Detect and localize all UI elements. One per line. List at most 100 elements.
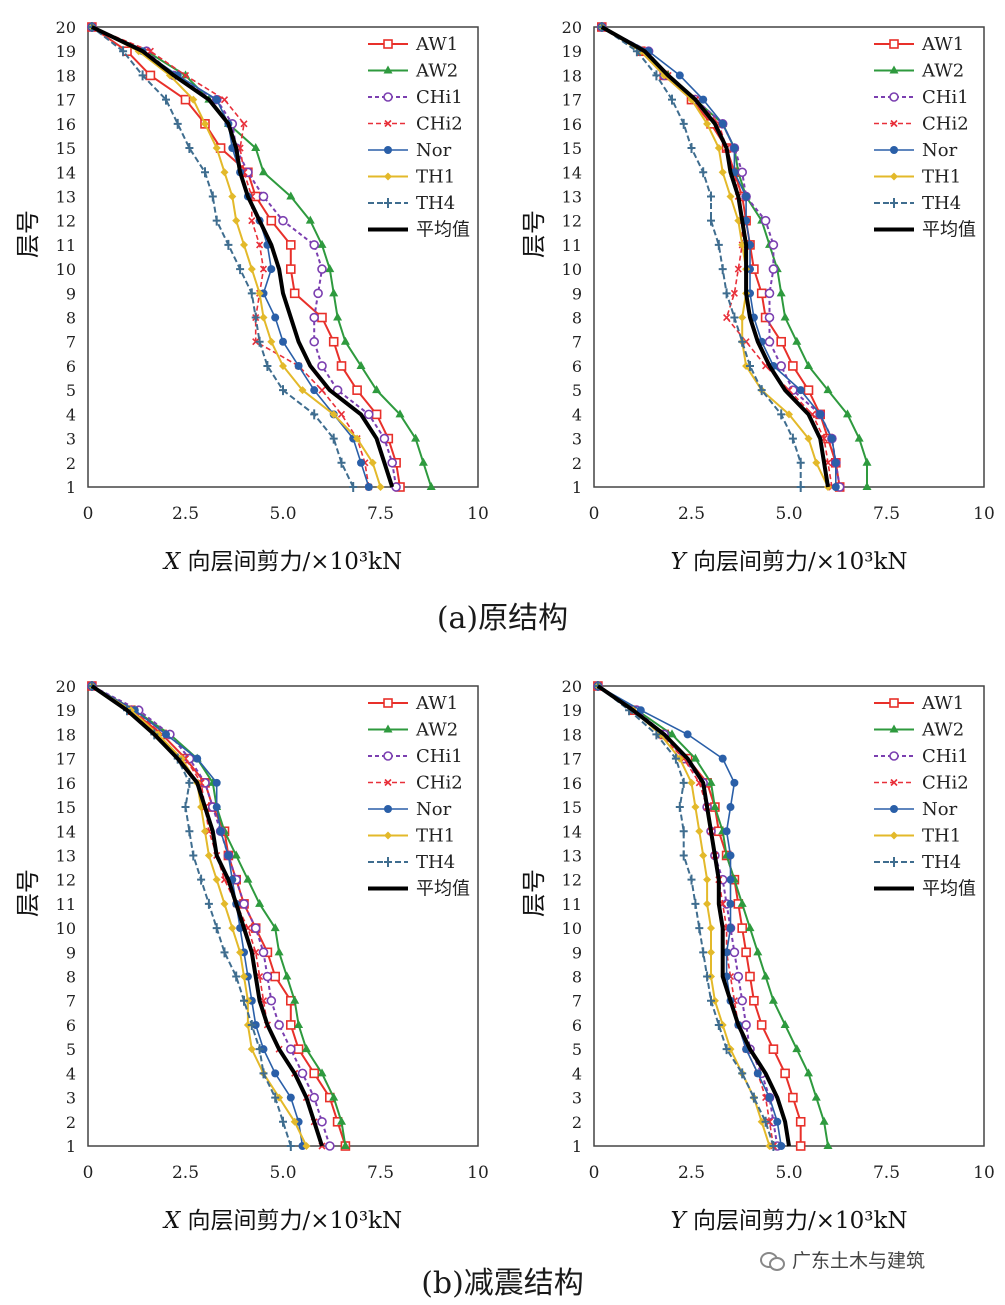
series-line bbox=[91, 685, 331, 1147]
legend-label: TH4 bbox=[416, 852, 455, 873]
data-point bbox=[212, 215, 221, 226]
data-point bbox=[796, 457, 805, 468]
data-point bbox=[204, 898, 213, 909]
y-tick-label: 13 bbox=[56, 846, 76, 865]
data-point bbox=[823, 385, 833, 394]
y-tick-label: 14 bbox=[56, 822, 76, 841]
data-point bbox=[247, 265, 256, 274]
legend-label: 平均值 bbox=[416, 220, 470, 241]
chart-b-x: 0 2.5 5.0 7.5 101234567891011121314151617181… bbox=[14, 677, 489, 1234]
data-point bbox=[240, 240, 248, 249]
data-point bbox=[675, 71, 684, 80]
legend-label: TH4 bbox=[416, 193, 455, 214]
data-point bbox=[862, 482, 872, 490]
series-TH4 bbox=[597, 22, 805, 492]
data-point bbox=[729, 947, 740, 958]
legend-marker bbox=[889, 65, 899, 74]
data-point bbox=[768, 995, 778, 1004]
data-point bbox=[162, 94, 170, 105]
x-tick-label: 0 bbox=[83, 1163, 94, 1183]
legend-label: CHi2 bbox=[416, 114, 463, 135]
x-axis-var: Y bbox=[670, 549, 688, 575]
data-point bbox=[368, 458, 377, 467]
y-tick-label: 2 bbox=[572, 1113, 582, 1132]
y-tick-label: 19 bbox=[562, 42, 582, 61]
series-Nor bbox=[87, 682, 307, 1150]
data-point bbox=[691, 803, 700, 812]
series-AW2 bbox=[593, 681, 833, 1149]
y-tick-label: 9 bbox=[572, 943, 582, 962]
data-point bbox=[695, 923, 704, 934]
data-point bbox=[738, 313, 747, 322]
data-point bbox=[193, 754, 202, 763]
data-point bbox=[652, 70, 661, 81]
data-point bbox=[788, 1092, 798, 1103]
x-tick-label: 7.5 bbox=[873, 504, 900, 524]
y-tick-label: 13 bbox=[56, 187, 76, 206]
data-point bbox=[734, 265, 742, 273]
y-tick-label: 8 bbox=[66, 309, 76, 328]
data-point bbox=[270, 971, 281, 982]
data-point bbox=[282, 971, 292, 980]
data-point bbox=[333, 312, 343, 321]
y-tick-label: 14 bbox=[56, 163, 76, 182]
data-point bbox=[309, 240, 320, 250]
data-point bbox=[718, 119, 727, 128]
data-point bbox=[255, 898, 265, 907]
x-tick-label: 7.5 bbox=[367, 504, 394, 524]
data-point bbox=[228, 192, 237, 201]
series-CHi2 bbox=[88, 682, 326, 1150]
data-point bbox=[777, 409, 786, 420]
series-Nor bbox=[87, 23, 373, 491]
x-tick-label: 0 bbox=[589, 504, 600, 524]
data-point bbox=[201, 827, 209, 836]
y-tick-label: 15 bbox=[562, 798, 582, 817]
series-line bbox=[91, 26, 355, 488]
legend-label: 平均值 bbox=[922, 220, 976, 241]
legend-label: TH1 bbox=[416, 826, 455, 847]
data-point bbox=[730, 312, 739, 323]
y-tick-label: 18 bbox=[56, 725, 76, 744]
data-point bbox=[699, 95, 708, 104]
data-point bbox=[746, 360, 754, 371]
legend-label: 平均值 bbox=[416, 879, 470, 900]
y-tick-label: 20 bbox=[562, 18, 582, 37]
y-tick-label: 5 bbox=[572, 381, 582, 400]
data-point bbox=[201, 167, 209, 178]
legend-marker bbox=[890, 172, 898, 181]
data-point bbox=[220, 168, 229, 177]
series-AW2 bbox=[597, 22, 872, 490]
data-point bbox=[749, 1092, 758, 1103]
series-line bbox=[597, 685, 775, 1147]
legend-marker bbox=[890, 119, 898, 128]
y-tick-label: 20 bbox=[56, 18, 76, 37]
y-tick-label: 7 bbox=[66, 333, 76, 352]
data-point bbox=[690, 753, 700, 762]
data-point bbox=[267, 337, 276, 346]
data-point bbox=[255, 1044, 264, 1055]
series-line bbox=[596, 684, 791, 1147]
y-tick-label: 8 bbox=[572, 968, 582, 987]
series-AW1 bbox=[87, 22, 405, 492]
legend-marker bbox=[384, 831, 392, 840]
data-point bbox=[768, 1044, 779, 1054]
data-point bbox=[776, 361, 787, 371]
x-axis-text: 向层间剪力/×10³kN bbox=[686, 1208, 908, 1234]
data-point bbox=[788, 433, 797, 444]
data-point bbox=[162, 730, 170, 739]
data-point bbox=[675, 802, 684, 813]
x-axis-label: X 向层间剪力/×10³kN bbox=[162, 1208, 402, 1234]
data-point bbox=[723, 313, 731, 322]
legend: AW1 AW2 CHi1 CHi2 Nor TH1 TH4 平均值 bbox=[874, 693, 976, 900]
data-point bbox=[777, 1142, 786, 1150]
y-tick-label: 16 bbox=[56, 115, 76, 134]
data-point bbox=[764, 288, 775, 299]
legend: AW1 AW2 CHi1 CHi2 Nor TH1 TH4 平均值 bbox=[368, 34, 470, 241]
legend-marker bbox=[384, 119, 392, 128]
data-point bbox=[803, 385, 814, 395]
data-point bbox=[722, 1044, 731, 1055]
data-point bbox=[703, 875, 712, 884]
data-point bbox=[357, 458, 365, 467]
data-point bbox=[757, 385, 766, 396]
